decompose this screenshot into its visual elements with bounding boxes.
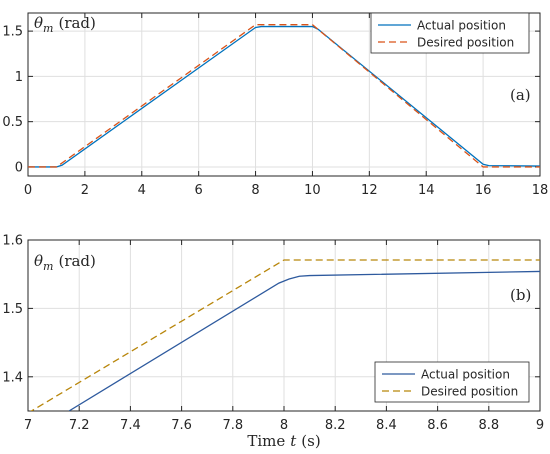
- y-label-unit: (rad): [58, 252, 95, 270]
- x-tick-label: 2: [81, 183, 89, 198]
- series-line-actual: [28, 25, 540, 168]
- x-tick-label: 10: [304, 183, 321, 198]
- series-group: [28, 24, 540, 168]
- legend-entry-desired: Desired position: [421, 384, 518, 398]
- x-tick-label: 8.2: [325, 418, 346, 433]
- y-tick-label: 1.6: [2, 234, 23, 249]
- y-tick-label: 1.5: [2, 302, 23, 317]
- x-tick-label: 7.6: [171, 418, 192, 433]
- y-tick-label: 0.5: [2, 115, 23, 130]
- x-label-prefix: Time: [247, 432, 285, 450]
- panel-a: 0 2 4 6 8 10 12 14 16 18 0 0.5 1 1.5 θm (rad) (a) Actual …: [2, 12, 549, 198]
- x-tick-label: 8.8: [478, 418, 499, 433]
- y-tick-label: 1.5: [2, 25, 23, 40]
- y-tick-label: 0: [15, 160, 23, 175]
- x-tick-label: 16: [475, 183, 492, 198]
- y-axis-label: θm (rad): [34, 252, 96, 273]
- x-tick-label: 12: [361, 183, 378, 198]
- y-label-symbol: θ: [34, 14, 43, 32]
- x-tick-label: 7.4: [120, 418, 141, 433]
- x-tick-label: 18: [532, 183, 549, 198]
- y-label-symbol: θ: [34, 252, 43, 270]
- legend-entry-actual: Actual position: [417, 18, 506, 32]
- axes-frame: [27, 12, 541, 177]
- y-tick-label: 1: [15, 70, 23, 85]
- y-tick-label: 1.4: [2, 370, 23, 385]
- x-tick-label: 6: [195, 183, 203, 198]
- series-line-actual: [68, 270, 540, 411]
- y-label-subscript: m: [43, 260, 53, 273]
- y-axis-label: θm (rad): [34, 14, 96, 35]
- y-label-unit: (rad): [58, 14, 95, 32]
- x-tick-label: 8: [251, 183, 259, 198]
- series-line-desired: [28, 24, 540, 168]
- x-tick-label: 7.2: [69, 418, 90, 433]
- x-axis-label: Time t (s): [247, 432, 320, 450]
- x-tick-label: 8: [280, 418, 288, 433]
- legend: Actual position Desired position: [374, 361, 530, 403]
- x-tick-label: 0: [24, 183, 32, 198]
- x-tick-label: 7.8: [222, 418, 243, 433]
- panel-b: 7 7.2 7.4 7.6 7.8 8 8.2 8.4 8.6 8.8 9 1.4 1.5 1.6 θm (r…: [2, 234, 544, 451]
- legend-box: [374, 361, 530, 403]
- x-tick-label: 8.4: [376, 418, 397, 433]
- y-label-subscript: m: [43, 22, 53, 35]
- legend-box: [370, 12, 530, 54]
- legend: Actual position Desired position: [370, 12, 530, 54]
- panel-label: (b): [510, 286, 531, 304]
- x-tick-label: 8.6: [427, 418, 448, 433]
- x-tick-label: 4: [138, 183, 146, 198]
- series-line-desired: [30, 259, 540, 411]
- series-group: [30, 259, 540, 411]
- panel-label: (a): [510, 86, 531, 104]
- x-label-variable: t: [290, 432, 297, 450]
- x-tick-label: 7: [24, 418, 32, 433]
- legend-entry-desired: Desired position: [417, 35, 514, 49]
- x-tick-label: 9: [536, 418, 544, 433]
- legend-entry-actual: Actual position: [421, 367, 510, 381]
- x-tick-label: 14: [418, 183, 435, 198]
- x-label-unit: (s): [301, 432, 320, 450]
